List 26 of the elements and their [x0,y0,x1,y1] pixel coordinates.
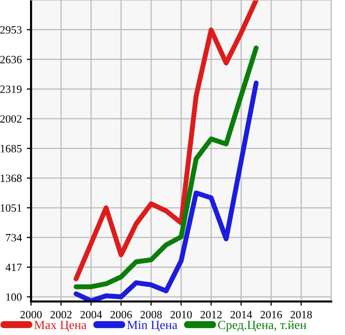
y-tick-label: 100 [6,293,22,301]
x-tick-label: 2018 [290,310,312,318]
legend-label: Сред.Цена, т.йен [218,320,306,332]
x-tick-label: 2002 [50,310,72,318]
x-tick-label: 2010 [170,310,192,318]
legend-label: Min Цена [127,320,178,332]
y-tick-label: 2953 [0,26,22,34]
x-tick-label: 2000 [20,310,42,318]
y-tick-label: 1051 [0,204,22,212]
x-tick-label: 2008 [140,310,162,318]
line-series [74,80,259,302]
x-tick-label: 2004 [80,310,102,318]
y-tick-label: 417 [6,264,22,271]
y-tick-label: 2002 [0,115,22,123]
x-tick-label: 2016 [260,310,282,318]
x-tick-label: 2006 [110,310,132,318]
line-series [74,0,259,282]
y-tick-label: 1368 [0,174,22,182]
y-tick-label: 2319 [0,86,22,94]
x-tick-label: 2012 [200,310,222,318]
legend-label: Max Цена [34,320,87,332]
y-tick-label: 734 [6,234,22,242]
x-tick-label: 2014 [230,310,252,318]
line-series [74,46,259,290]
y-tick-label: 2636 [0,56,22,64]
y-tick-label: 1685 [0,144,22,152]
